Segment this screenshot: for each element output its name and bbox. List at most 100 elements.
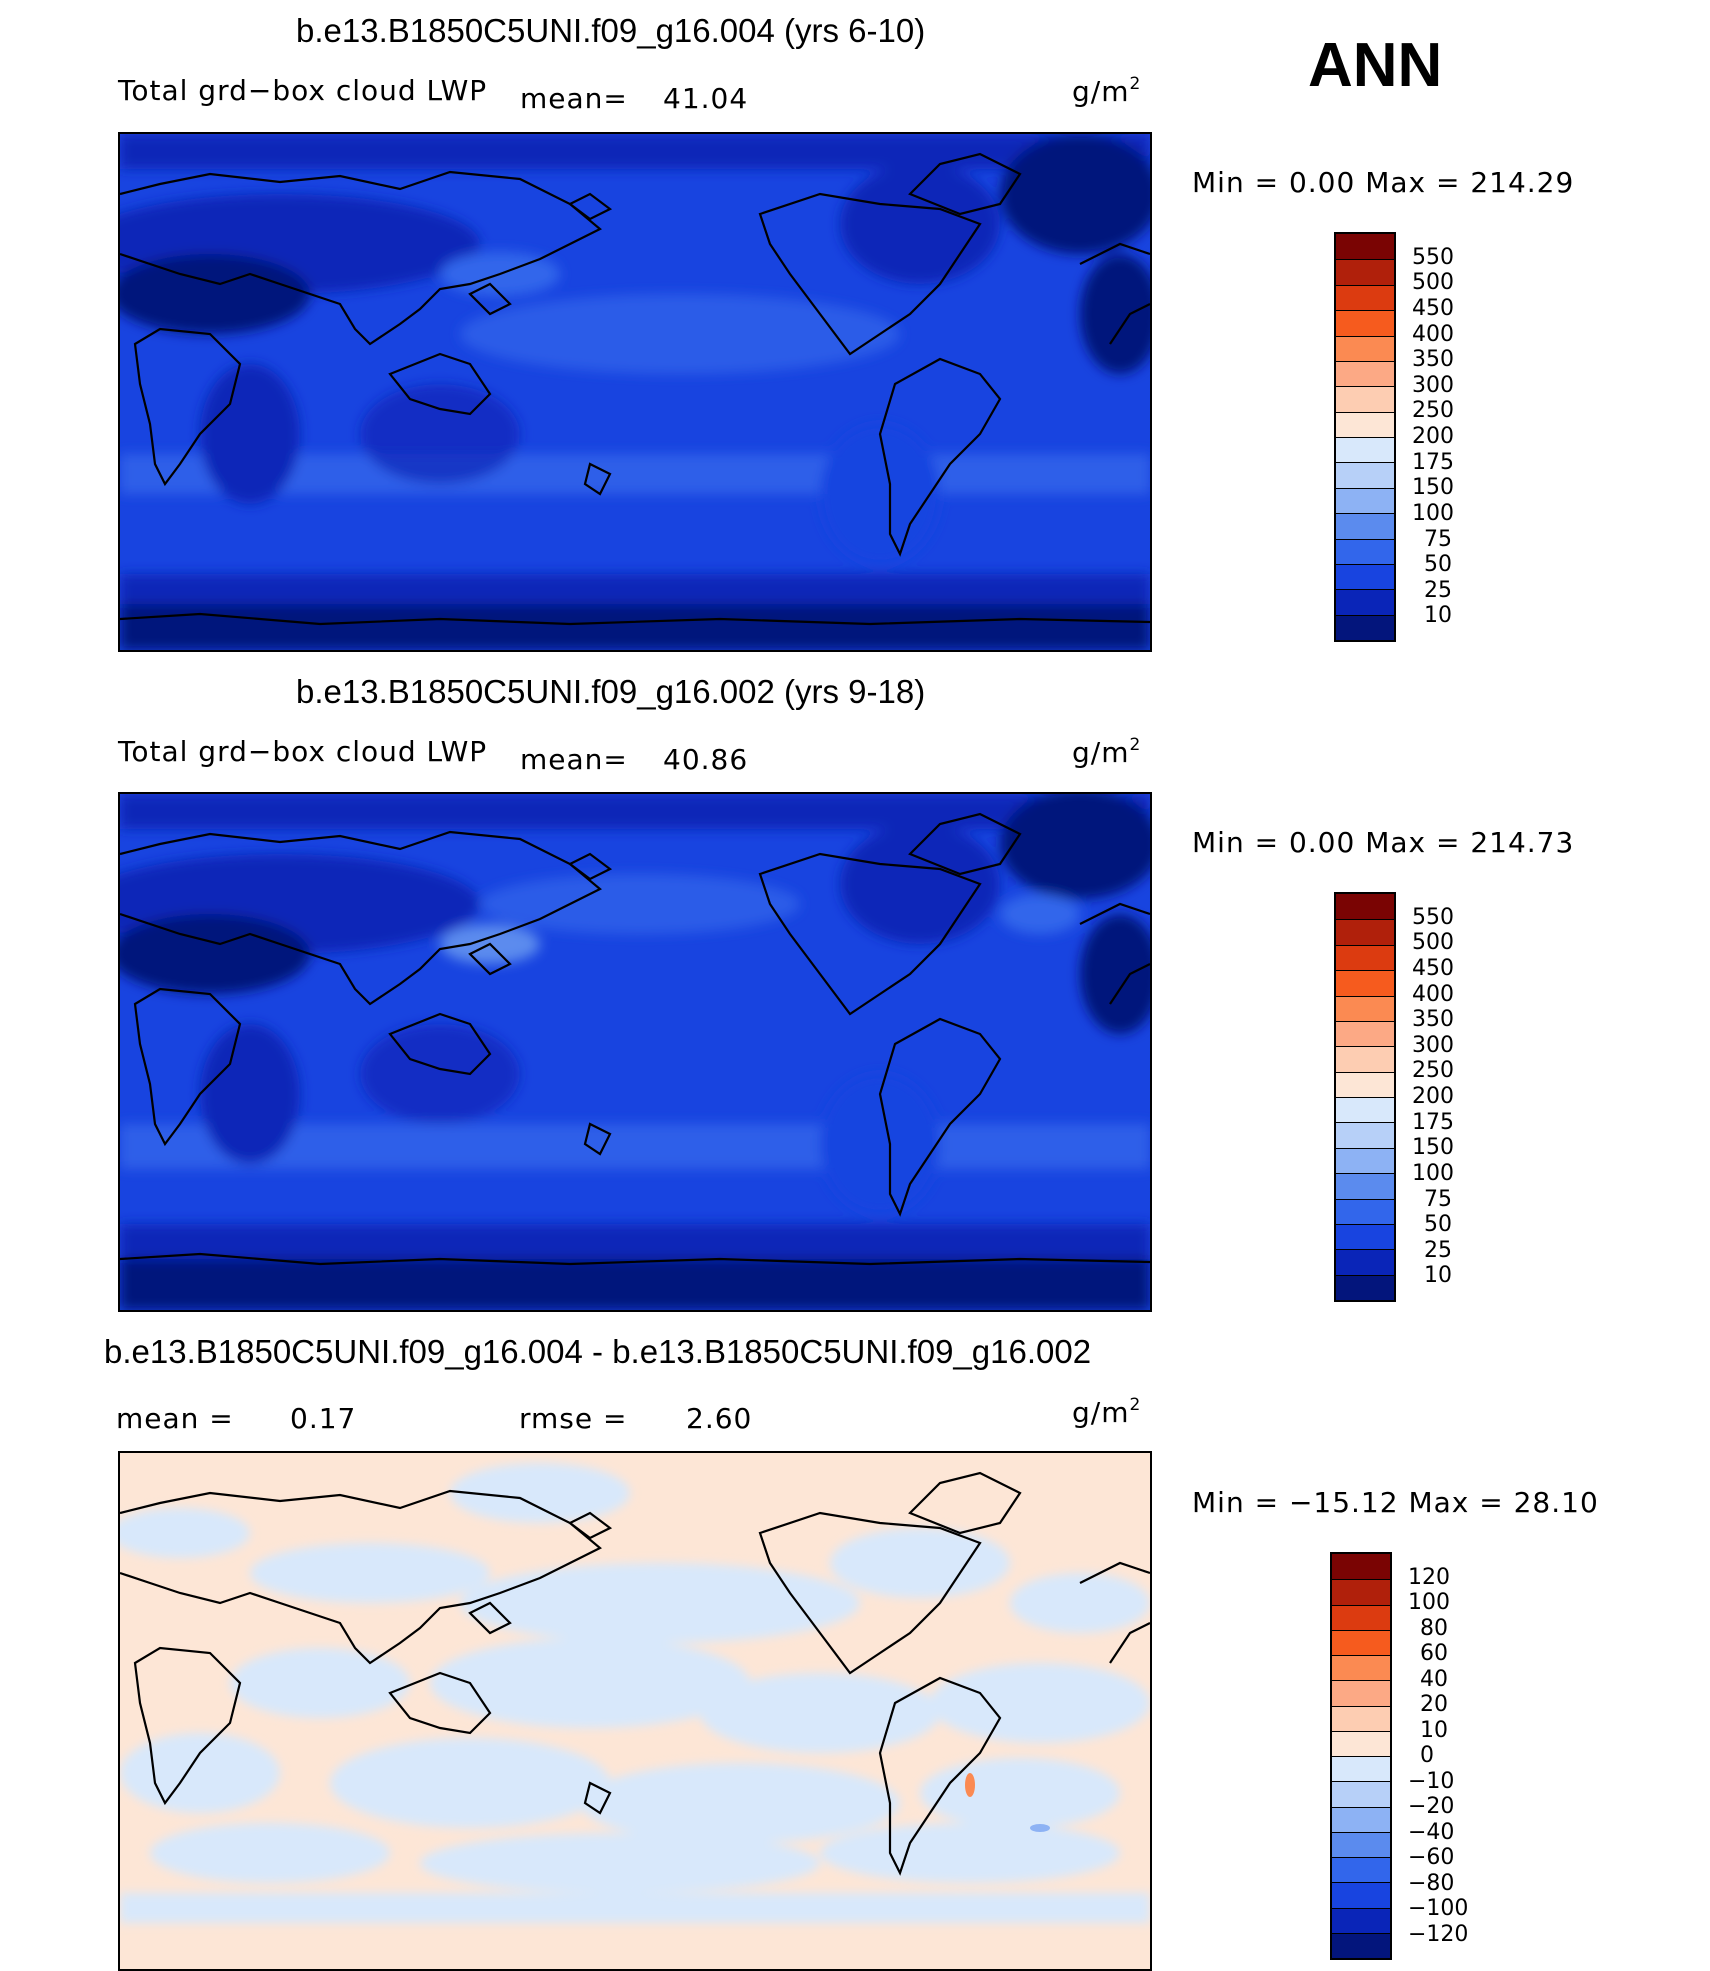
- colorbar-swatch: [1332, 1705, 1390, 1731]
- panel2-mean-label: mean=: [520, 743, 628, 776]
- colorbar-tick-label: −10: [1408, 1768, 1455, 1794]
- colorbar-tick-label: −80: [1408, 1870, 1455, 1896]
- colorbar-swatch: [1336, 1020, 1394, 1047]
- panel3-contour-field: [120, 1453, 1150, 1969]
- colorbar-swatch: [1336, 894, 1394, 920]
- colorbar-tick-label: −60: [1408, 1845, 1455, 1870]
- colorbar-swatch: [1336, 919, 1394, 945]
- colorbar-tick-label: −100: [1408, 1896, 1469, 1921]
- colorbar-tick-label: 40: [1420, 1666, 1448, 1692]
- colorbar-swatch: [1336, 1249, 1394, 1275]
- panel1-mean-label: mean=: [520, 82, 628, 115]
- colorbar-tick-label: 250: [1412, 398, 1454, 424]
- colorbar-tick-label: 60: [1420, 1641, 1448, 1666]
- colorbar-tick-label: −120: [1408, 1921, 1469, 1947]
- colorbar-swatch: [1336, 335, 1394, 361]
- colorbar-swatch: [1332, 1730, 1390, 1756]
- colorbar-swatch: [1336, 589, 1394, 615]
- colorbar-tick-label: 100: [1412, 500, 1454, 526]
- panel1-contour-field: [120, 134, 1150, 650]
- panel1-title: b.e13.B1850C5UNI.f09_g16.004 (yrs 6-10): [296, 12, 926, 49]
- colorbar-tick-label: −40: [1408, 1819, 1455, 1845]
- panel2-mean-value: 40.86: [663, 743, 749, 776]
- colorbar-swatch: [1336, 411, 1394, 437]
- colorbar-tick-label: 50: [1424, 552, 1452, 578]
- colorbar-tick-label: 0: [1420, 1743, 1434, 1768]
- colorbar-tick-label: 350: [1412, 1007, 1454, 1033]
- colorbar-swatch: [1332, 1579, 1390, 1605]
- colorbar-swatch: [1332, 1907, 1390, 1933]
- panel3-units: g/m2: [1072, 1395, 1142, 1429]
- colorbar-tick-label: 175: [1412, 1109, 1454, 1135]
- panel3-colorbar-ticks: 120 100 80 60 40 20 10 0 −10 −20 −40 −60 −80 −100 −120: [1408, 1552, 1488, 1960]
- colorbar-tick-label: 500: [1412, 930, 1454, 956]
- colorbar-swatch: [1336, 513, 1394, 539]
- panel3-minmax: Min = −15.12 Max = 28.10: [1192, 1486, 1599, 1519]
- colorbar-swatch: [1336, 1097, 1394, 1123]
- colorbar-tick-label: 10: [1424, 1263, 1452, 1289]
- colorbar-swatch: [1336, 1122, 1394, 1148]
- colorbar-tick-label: 80: [1420, 1615, 1448, 1641]
- colorbar-swatch: [1332, 1629, 1390, 1655]
- panel3-mean-value: 0.17: [290, 1402, 357, 1435]
- colorbar-swatch: [1336, 259, 1394, 285]
- colorbar-swatch: [1336, 1046, 1394, 1072]
- panel2-units: g/m2: [1072, 735, 1142, 769]
- season-label: ANN: [1308, 31, 1443, 100]
- colorbar-tick-label: 100: [1412, 1160, 1454, 1186]
- colorbar-swatch: [1332, 1857, 1390, 1883]
- colorbar-swatch: [1336, 310, 1394, 336]
- panel1-colorbar: [1334, 232, 1396, 642]
- panel3-title: b.e13.B1850C5UNI.f09_g16.004 - b.e13.B18…: [104, 1333, 1092, 1370]
- panel2-colorbar-ticks: 550 500 450 400 350 300 250 200 175 150 100 75 50 25 1…: [1412, 892, 1492, 1302]
- colorbar-swatch: [1336, 386, 1394, 412]
- colorbar-swatch: [1336, 1071, 1394, 1097]
- panel2-minmax: Min = 0.00 Max = 214.73: [1192, 826, 1575, 859]
- colorbar-tick-label: 25: [1424, 577, 1452, 603]
- colorbar-tick-label: 450: [1412, 295, 1454, 321]
- colorbar-tick-label: 175: [1412, 449, 1454, 475]
- colorbar-swatch: [1336, 487, 1394, 514]
- colorbar-swatch: [1332, 1932, 1390, 1958]
- colorbar-tick-label: 25: [1424, 1237, 1452, 1263]
- colorbar-tick-label: 550: [1412, 904, 1454, 930]
- colorbar-swatch: [1336, 995, 1394, 1021]
- panel3-negative-anomaly: [1030, 1824, 1050, 1832]
- colorbar-swatch: [1336, 1274, 1394, 1300]
- panel3-colorbar: [1330, 1552, 1392, 1960]
- panel2-map: [118, 792, 1152, 1312]
- panel3-coastlines: [120, 1471, 1150, 1876]
- colorbar-tick-label: 400: [1412, 321, 1454, 347]
- colorbar-swatch: [1336, 1147, 1394, 1174]
- colorbar-swatch: [1332, 1554, 1390, 1580]
- panel1-field-label: Total grd−box cloud LWP: [118, 74, 488, 107]
- colorbar-tick-label: 300: [1412, 372, 1454, 398]
- colorbar-tick-label: 100: [1408, 1590, 1450, 1615]
- colorbar-tick-label: 10: [1420, 1717, 1448, 1743]
- panel2-title: b.e13.B1850C5UNI.f09_g16.002 (yrs 9-18): [296, 673, 926, 710]
- colorbar-swatch: [1336, 563, 1394, 590]
- colorbar-swatch: [1336, 1173, 1394, 1199]
- panel2-coastlines: [120, 812, 1150, 1266]
- colorbar-swatch: [1336, 284, 1394, 311]
- panel1-map: [118, 132, 1152, 652]
- panel1-mean-value: 41.04: [663, 82, 749, 115]
- panel1-coastlines: [120, 152, 1150, 626]
- colorbar-swatch: [1332, 1655, 1390, 1681]
- colorbar-tick-label: 500: [1412, 270, 1454, 296]
- colorbar-swatch: [1336, 944, 1394, 971]
- panel2-colorbar: [1334, 892, 1396, 1302]
- colorbar-tick-label: 75: [1424, 526, 1452, 552]
- panel3-positive-anomaly: [965, 1773, 975, 1797]
- panel1-units: g/m2: [1072, 74, 1142, 108]
- colorbar-swatch: [1336, 1223, 1394, 1250]
- colorbar-tick-label: 75: [1424, 1186, 1452, 1212]
- colorbar-tick-label: 250: [1412, 1058, 1454, 1084]
- colorbar-swatch: [1336, 614, 1394, 640]
- colorbar-swatch: [1336, 360, 1394, 387]
- colorbar-tick-label: 150: [1412, 1135, 1454, 1161]
- colorbar-swatch: [1336, 1198, 1394, 1224]
- panel1-colorbar-ticks: 550 500 450 400 350 300 250 200 175 150 100 75 50 25 1…: [1412, 232, 1492, 642]
- colorbar-tick-label: −20: [1408, 1794, 1455, 1819]
- colorbar-swatch: [1332, 1781, 1390, 1807]
